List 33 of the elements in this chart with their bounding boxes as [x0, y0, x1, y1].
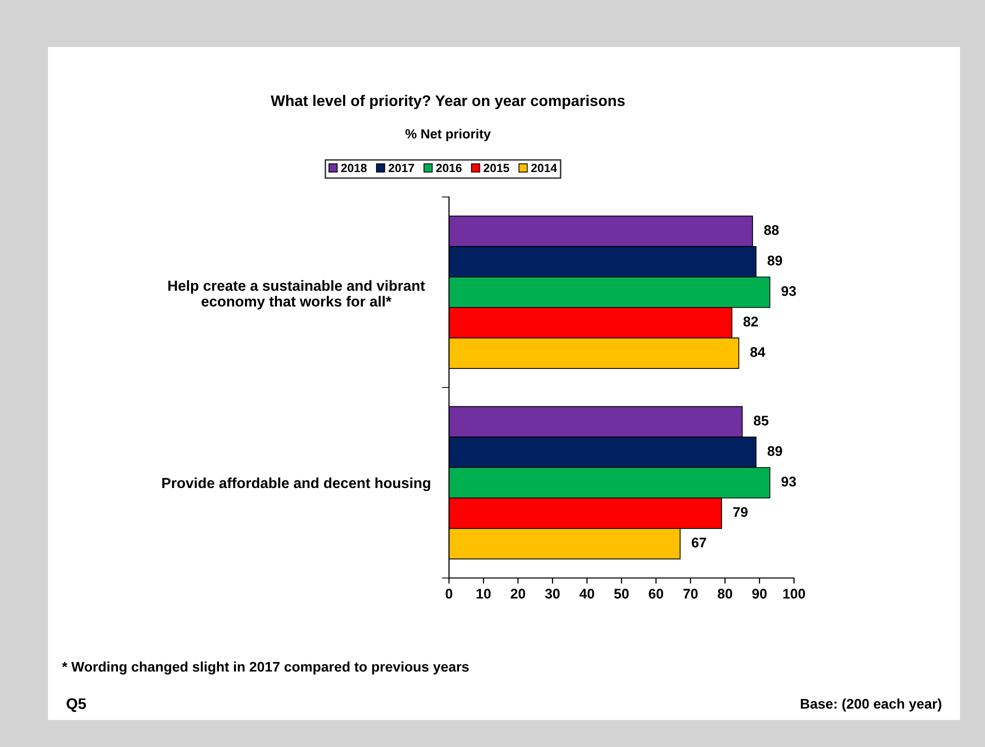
legend-label: 2018 [341, 164, 367, 172]
x-tick-label: 60 [648, 588, 664, 599]
chart-subtitle: % Net priority [405, 128, 491, 142]
y-tick-label: Help create a sustainable and vibrant economy that works for all* [168, 280, 425, 310]
text: Q5 [66, 698, 86, 712]
data-label: 93 [781, 286, 796, 296]
x-tick-label: 10 [476, 588, 491, 599]
x-tick-label: 80 [718, 588, 732, 599]
legend-label: 2014 [531, 164, 557, 172]
data-label: 89 [768, 256, 782, 266]
data-label: 89 [768, 446, 782, 456]
data-label: 93 [781, 476, 796, 486]
x-tick-label: 0 [446, 588, 452, 599]
y-tick-label: Provide affordable and decent housing [162, 477, 430, 492]
legend-label: 2017 [388, 164, 414, 172]
data-label: 84 [750, 347, 766, 357]
x-tick-label: 30 [545, 588, 560, 599]
x-tick-label: 20 [510, 588, 526, 599]
x-tick-label: 100 [783, 588, 806, 599]
legend-label: 2016 [436, 164, 462, 172]
x-tick-label: 90 [752, 588, 767, 599]
data-label: 67 [692, 538, 706, 548]
chart-title: What level of priority? Year on year comparisons [270, 94, 625, 110]
data-label: 85 [754, 416, 768, 426]
data-label: 79 [733, 507, 748, 517]
x-tick-label: 40 [579, 588, 594, 599]
legend-label: 2015 [484, 164, 510, 172]
x-tick-label: 70 [683, 588, 698, 599]
text: Base: (200 each year) [800, 698, 942, 712]
x-tick-label: 50 [614, 588, 629, 599]
data-label: 88 [764, 225, 779, 236]
data-label: 82 [743, 316, 758, 326]
text: * Wording changed slight in 2017 compared to previous years [62, 661, 469, 675]
